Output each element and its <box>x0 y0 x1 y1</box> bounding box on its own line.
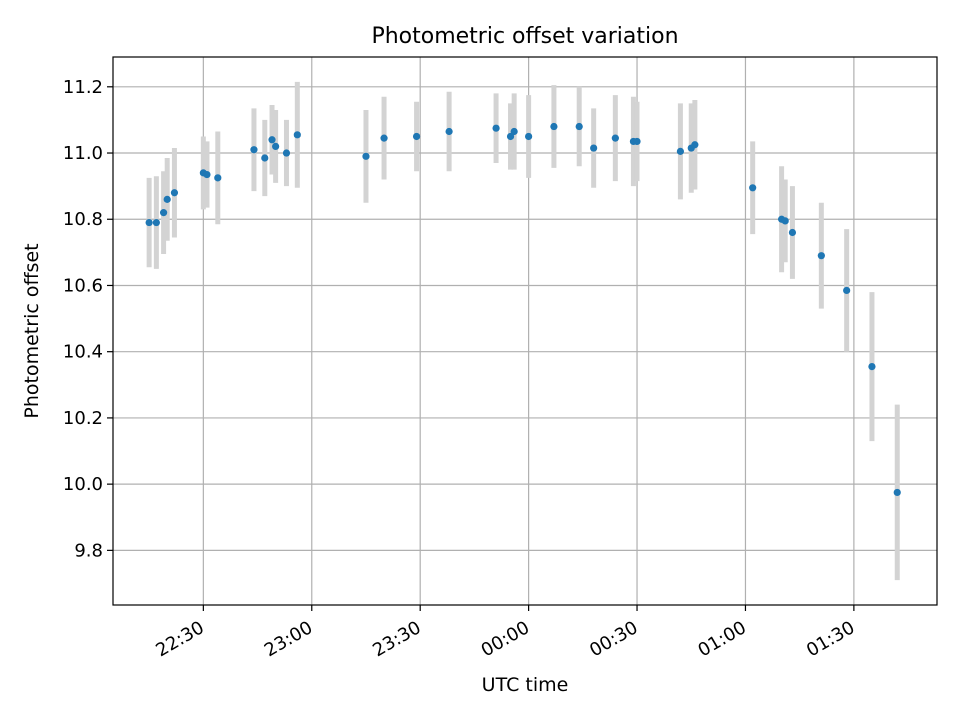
data-point <box>590 144 598 152</box>
data-point <box>214 174 222 182</box>
y-tick-label: 10.8 <box>63 209 103 230</box>
chart-title: Photometric offset variation <box>371 24 678 49</box>
data-point <box>781 217 789 225</box>
y-tick-label: 10.0 <box>63 474 103 495</box>
data-point <box>506 132 515 141</box>
data-point <box>843 286 851 295</box>
y-axis-ticks: 9.8 10.0 10.2 10.4 10.6 10.8 11.0 11.2 <box>63 77 113 561</box>
y-tick-label: 11.0 <box>63 143 103 164</box>
data-point <box>152 218 160 227</box>
data-point <box>261 154 269 162</box>
data-point <box>282 149 291 157</box>
data-point <box>868 362 876 371</box>
data-point <box>380 134 388 142</box>
data-point <box>893 488 901 497</box>
data-point <box>691 141 699 149</box>
grid <box>113 57 937 605</box>
data-point <box>633 137 641 146</box>
data-point <box>550 122 558 131</box>
data-point <box>412 132 421 141</box>
y-tick-label: 11.2 <box>63 77 103 98</box>
data-point <box>362 152 370 160</box>
plot-area-frame <box>112 56 938 606</box>
data-point <box>611 134 619 142</box>
data-point <box>575 122 583 131</box>
data-point <box>510 127 518 136</box>
data-point <box>749 184 757 192</box>
y-tick-label: 9.8 <box>74 540 103 561</box>
data-point <box>817 252 825 260</box>
data-point <box>676 147 685 155</box>
data-point <box>525 132 533 141</box>
y-tick-label: 10.6 <box>63 275 103 296</box>
data-point <box>159 209 168 217</box>
data-point <box>788 228 797 237</box>
data-point <box>145 218 153 227</box>
y-tick-label: 10.4 <box>63 342 103 363</box>
data-point <box>272 142 280 151</box>
data-point <box>250 146 258 154</box>
data-point <box>170 189 179 197</box>
x-axis-label: UTC time <box>482 674 569 696</box>
data-point <box>203 170 211 179</box>
y-axis-label: Photometric offset <box>21 243 43 418</box>
data-point <box>163 195 171 203</box>
data-point <box>268 136 276 144</box>
data-point <box>445 127 453 136</box>
y-tick-label: 10.2 <box>63 408 103 429</box>
data-point <box>492 124 500 132</box>
data-point <box>293 131 301 139</box>
data-points <box>145 122 901 497</box>
